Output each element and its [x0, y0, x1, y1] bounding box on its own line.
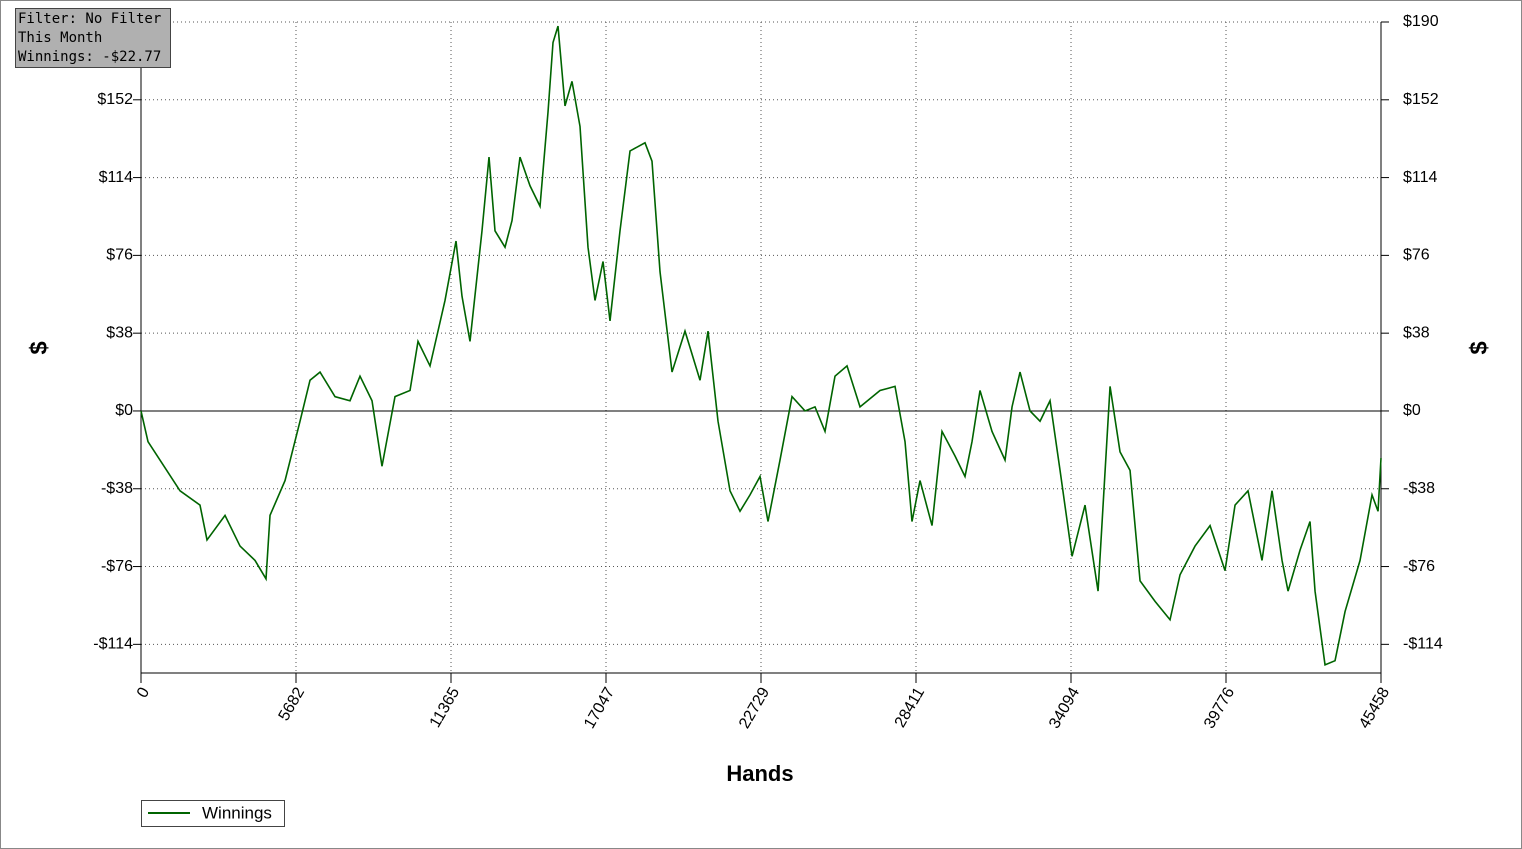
info-line: This Month [18, 30, 102, 46]
y-tick-label: $152 [97, 91, 133, 108]
y2-tick-label: $152 [1403, 91, 1439, 108]
y2-tick-label: -$38 [1403, 480, 1435, 497]
y-axis-title: $ [25, 341, 52, 355]
info-box-bg [15, 8, 171, 68]
y-tick-label: -$76 [101, 558, 133, 575]
y-tick-label: $76 [106, 247, 133, 264]
y-tick-label: -$38 [101, 480, 133, 497]
y-tick-label: $38 [106, 324, 133, 341]
y2-axis-title: $ [1465, 341, 1492, 355]
y-tick-label: $0 [115, 402, 133, 419]
y2-tick-label: $38 [1403, 324, 1430, 341]
y2-tick-label: -$76 [1403, 558, 1435, 575]
y-tick-label: $114 [99, 169, 134, 186]
y2-tick-label: $190 [1403, 13, 1439, 30]
series-line [140, 25, 1382, 666]
y2-tick-label: $0 [1403, 402, 1421, 419]
legend: Winnings [141, 800, 285, 827]
info-line: Filter: No Filter [18, 11, 161, 27]
y2-tick-label: -$114 [1403, 636, 1443, 653]
legend-label: Winnings [202, 803, 272, 822]
y-tick-label: -$114 [93, 636, 133, 653]
info-box: Filter: No Filter This Month Winnings: -… [15, 8, 171, 68]
y2-tick-label: $114 [1403, 169, 1438, 186]
x-axis-title: Hands [726, 761, 793, 786]
y2-tick-label: $76 [1403, 247, 1430, 264]
info-line: Winnings: -$22.77 [18, 49, 161, 65]
